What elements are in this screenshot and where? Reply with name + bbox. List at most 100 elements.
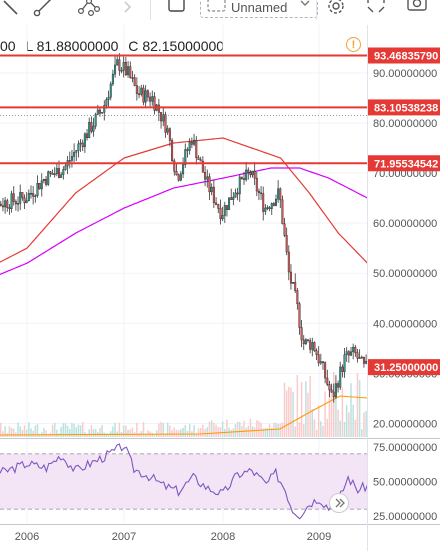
- volume-bar: [258, 420, 260, 437]
- volume-bar: [300, 381, 303, 437]
- candle-body: [162, 114, 165, 122]
- volume-bar: [226, 419, 228, 437]
- candle-body: [362, 356, 365, 364]
- volume-bar: [138, 432, 140, 437]
- volume-bar: [195, 433, 198, 437]
- brush-icon[interactable]: [0, 0, 24, 22]
- candle-body: [277, 188, 280, 200]
- candle-body: [131, 77, 134, 79]
- volume-bar: [239, 422, 241, 437]
- rectangle-icon[interactable]: [166, 0, 188, 22]
- candle-body: [47, 171, 50, 185]
- price-tags-layer: 93.46835790 83.10538238 71.95534542 31.2500…: [368, 47, 440, 376]
- volume-bar: [177, 430, 180, 437]
- candle-body: [358, 357, 361, 359]
- layout-name-button[interactable]: Unnamed: [200, 0, 318, 18]
- candle-body: [270, 203, 273, 209]
- volume-bar: [315, 429, 318, 437]
- candle-body: [249, 172, 252, 176]
- candle-body: [193, 139, 196, 145]
- candle-body: [38, 183, 41, 190]
- candle-body: [300, 327, 303, 341]
- volume-bar: [160, 422, 162, 437]
- candle-body: [60, 174, 63, 178]
- camera-icon[interactable]: [402, 0, 432, 22]
- volume-bar: [60, 426, 62, 437]
- volume-bar: [210, 420, 213, 437]
- volume-bar: [56, 429, 58, 437]
- volume-bar: [358, 380, 361, 437]
- volume-bar: [166, 422, 169, 437]
- candle-body: [8, 207, 11, 209]
- candle-body: [281, 199, 284, 225]
- candle-body: [317, 354, 320, 364]
- price-tag-label: 31.25000000: [374, 362, 438, 374]
- candle-body: [217, 204, 220, 209]
- volume-bar: [253, 427, 256, 437]
- candle-body: [339, 366, 342, 388]
- candle-body: [266, 207, 269, 209]
- candle-body: [160, 112, 163, 122]
- candle-body: [296, 290, 299, 305]
- volume-bar: [279, 423, 282, 437]
- volume-bar: [298, 421, 301, 437]
- volume-bar: [217, 427, 220, 437]
- candle-body: [34, 195, 37, 197]
- volume-bar: [32, 430, 34, 437]
- ma-slow-line: [0, 167, 368, 275]
- candle-body: [285, 235, 288, 253]
- candle-body: [201, 160, 204, 173]
- volume-bar: [25, 429, 28, 437]
- volume-bar: [77, 424, 80, 437]
- price-tag: [368, 47, 440, 64]
- volume-bar: [75, 427, 78, 437]
- candle-body: [86, 133, 89, 139]
- candle-body: [96, 109, 99, 115]
- candle-body: [345, 351, 348, 355]
- volume-bar: [94, 428, 97, 437]
- candles-layer: [0, 53, 368, 403]
- volume-bar: [125, 425, 127, 437]
- candle-body: [186, 149, 189, 151]
- candle-body: [175, 170, 178, 176]
- candle-body: [166, 128, 169, 133]
- volume-bar: [243, 420, 245, 437]
- candle-body: [55, 168, 58, 175]
- volume-bar: [219, 427, 222, 437]
- volume-bar: [365, 410, 367, 437]
- candle-body: [109, 83, 112, 98]
- candle-body: [228, 197, 231, 210]
- layout-name: Unnamed: [231, 0, 288, 15]
- volume-bar: [101, 425, 103, 437]
- line-tool-icon[interactable]: [32, 0, 60, 22]
- time-tick-label: 2009: [307, 531, 331, 543]
- candle-body: [313, 342, 316, 352]
- warning-icon[interactable]: !: [346, 37, 361, 52]
- candle-body: [240, 176, 243, 179]
- price-tag: [368, 359, 440, 376]
- volume-bar: [317, 405, 320, 437]
- volume-bar: [262, 428, 264, 437]
- price-tag: [368, 99, 440, 116]
- price-tag-label: 93.46835790: [374, 51, 438, 63]
- scroll-to-realtime-button[interactable]: [329, 493, 349, 513]
- candle-body: [223, 205, 226, 216]
- candle-body: [190, 141, 193, 145]
- candle-body: [283, 223, 286, 236]
- candle-body: [116, 59, 119, 66]
- pattern-icon[interactable]: [74, 0, 106, 22]
- candle-body: [245, 169, 248, 180]
- chevron-down-icon[interactable]: [299, 0, 311, 12]
- redo-icon[interactable]: [118, 0, 140, 22]
- volume-bar: [215, 424, 217, 437]
- rsi-band: [0, 453, 367, 510]
- volume-bar: [36, 424, 39, 437]
- chevron-right-icon: [335, 498, 345, 508]
- candle-body: [354, 346, 357, 353]
- fullscreen-icon[interactable]: [362, 0, 390, 22]
- volume-bar: [266, 428, 269, 437]
- candle-body: [129, 66, 132, 78]
- volume-bar: [38, 433, 41, 437]
- gear-icon[interactable]: [322, 0, 350, 22]
